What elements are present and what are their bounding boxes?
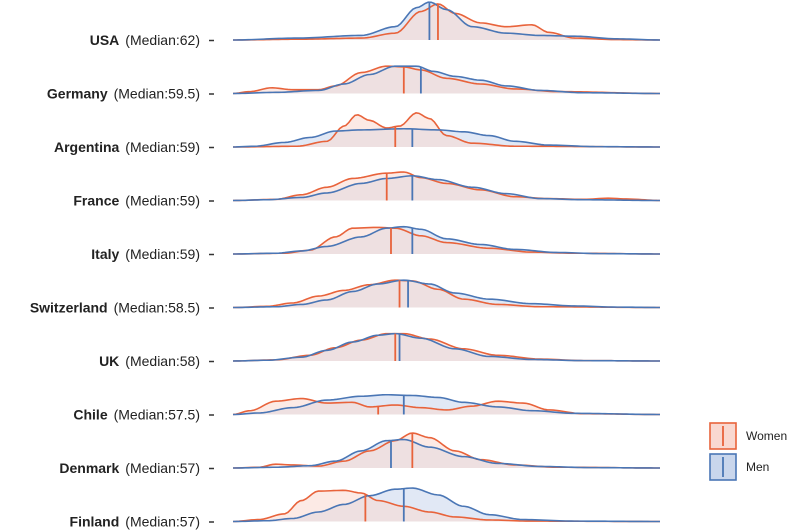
ridge-row-uk: UK (Median:58)	[99, 332, 660, 369]
women-area	[233, 112, 660, 147]
median-label: (Median:58)	[125, 353, 200, 369]
ridge-row-usa: USA (Median:62)	[90, 1, 661, 48]
ridge-row-switzerland: Switzerland (Median:58.5)	[30, 279, 661, 316]
country-name: France	[73, 193, 119, 209]
men-density-line	[232, 225, 660, 255]
ridge-row-denmark: Denmark (Median:57)	[59, 432, 660, 476]
country-name: UK	[99, 353, 119, 369]
men-density-line	[232, 393, 660, 416]
row-label: Argentina (Median:59)	[54, 139, 200, 155]
women-area	[233, 66, 660, 94]
country-name: Germany	[47, 86, 108, 102]
median-label: (Median:57.5)	[114, 407, 200, 423]
row-label: Germany (Median:59.5)	[47, 86, 200, 102]
men-density-line	[232, 438, 660, 469]
ridge-row-argentina: Argentina (Median:59)	[54, 112, 660, 155]
row-label: Switzerland (Median:58.5)	[30, 300, 200, 316]
men-density-line	[232, 65, 660, 95]
median-label: (Median:59)	[125, 193, 200, 209]
women-area	[233, 3, 660, 40]
women-area	[233, 280, 660, 308]
row-label: Italy (Median:59)	[91, 246, 200, 262]
median-label: (Median:58.5)	[114, 300, 200, 316]
women-area	[233, 433, 660, 468]
country-name: Italy	[91, 246, 119, 262]
country-name: USA	[90, 32, 120, 48]
women-area	[233, 172, 660, 201]
men-density-line	[232, 279, 661, 309]
row-label: Denmark (Median:57)	[59, 460, 200, 476]
row-label: UK (Median:58)	[99, 353, 200, 369]
median-label: (Median:62)	[125, 32, 200, 48]
women-area	[233, 490, 660, 522]
country-name: Denmark	[59, 460, 119, 476]
legend: Women Men	[709, 422, 787, 481]
ridge-row-germany: Germany (Median:59.5)	[47, 65, 660, 102]
chart-rows: USA (Median:62) Germany (Median:59.5) Argent…	[30, 1, 661, 530]
row-label: Finland (Median:57)	[70, 514, 200, 530]
row-label: France (Median:59)	[73, 193, 200, 209]
row-label: Chile (Median:57.5)	[73, 407, 200, 423]
legend-item-women: Women	[709, 422, 787, 450]
men-density-line	[232, 127, 660, 148]
men-density-line	[232, 1, 661, 41]
ridge-row-chile: Chile (Median:57.5)	[73, 393, 660, 423]
median-label: (Median:57)	[125, 514, 200, 530]
legend-label: Women	[746, 429, 787, 443]
legend-label: Men	[746, 460, 769, 474]
median-label: (Median:59.5)	[114, 86, 200, 102]
row-label: USA (Median:62)	[90, 32, 200, 48]
men-density-line	[232, 487, 660, 523]
women-area	[233, 227, 660, 254]
median-label: (Median:57)	[125, 460, 200, 476]
women-density-line	[232, 3, 661, 41]
ridge-row-finland: Finland (Median:57)	[70, 487, 660, 530]
country-name: Chile	[73, 407, 107, 423]
median-label: (Median:59)	[125, 246, 200, 262]
legend-item-men: Men	[709, 453, 769, 481]
country-name: Finland	[70, 514, 120, 530]
ridge-row-france: France (Median:59)	[73, 171, 661, 209]
median-label: (Median:59)	[125, 139, 200, 155]
ridge-row-italy: Italy (Median:59)	[91, 225, 660, 262]
country-name: Argentina	[54, 139, 120, 155]
men-density-line	[232, 175, 660, 202]
men-density-line	[232, 332, 660, 362]
country-name: Switzerland	[30, 300, 108, 316]
